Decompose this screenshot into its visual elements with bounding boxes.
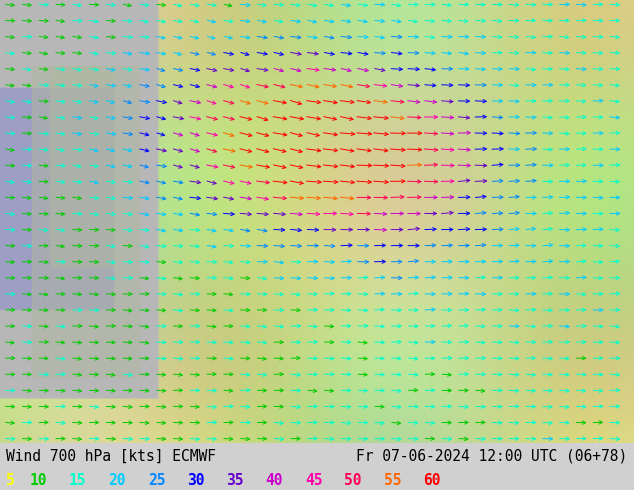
Text: 40: 40 bbox=[266, 473, 283, 488]
Text: Fr 07-06-2024 12:00 UTC (06+78): Fr 07-06-2024 12:00 UTC (06+78) bbox=[356, 449, 628, 464]
Text: 15: 15 bbox=[69, 473, 87, 488]
Text: 25: 25 bbox=[148, 473, 165, 488]
Text: 60: 60 bbox=[423, 473, 441, 488]
Polygon shape bbox=[51, 67, 114, 266]
Text: 30: 30 bbox=[187, 473, 205, 488]
Text: 10: 10 bbox=[30, 473, 48, 488]
Text: 20: 20 bbox=[108, 473, 126, 488]
Polygon shape bbox=[32, 67, 139, 376]
Text: 50: 50 bbox=[344, 473, 362, 488]
Text: 35: 35 bbox=[226, 473, 244, 488]
Text: 45: 45 bbox=[305, 473, 323, 488]
Text: Wind 700 hPa [kts] ECMWF: Wind 700 hPa [kts] ECMWF bbox=[6, 449, 216, 464]
Text: 5: 5 bbox=[6, 473, 15, 488]
Text: 55: 55 bbox=[384, 473, 401, 488]
